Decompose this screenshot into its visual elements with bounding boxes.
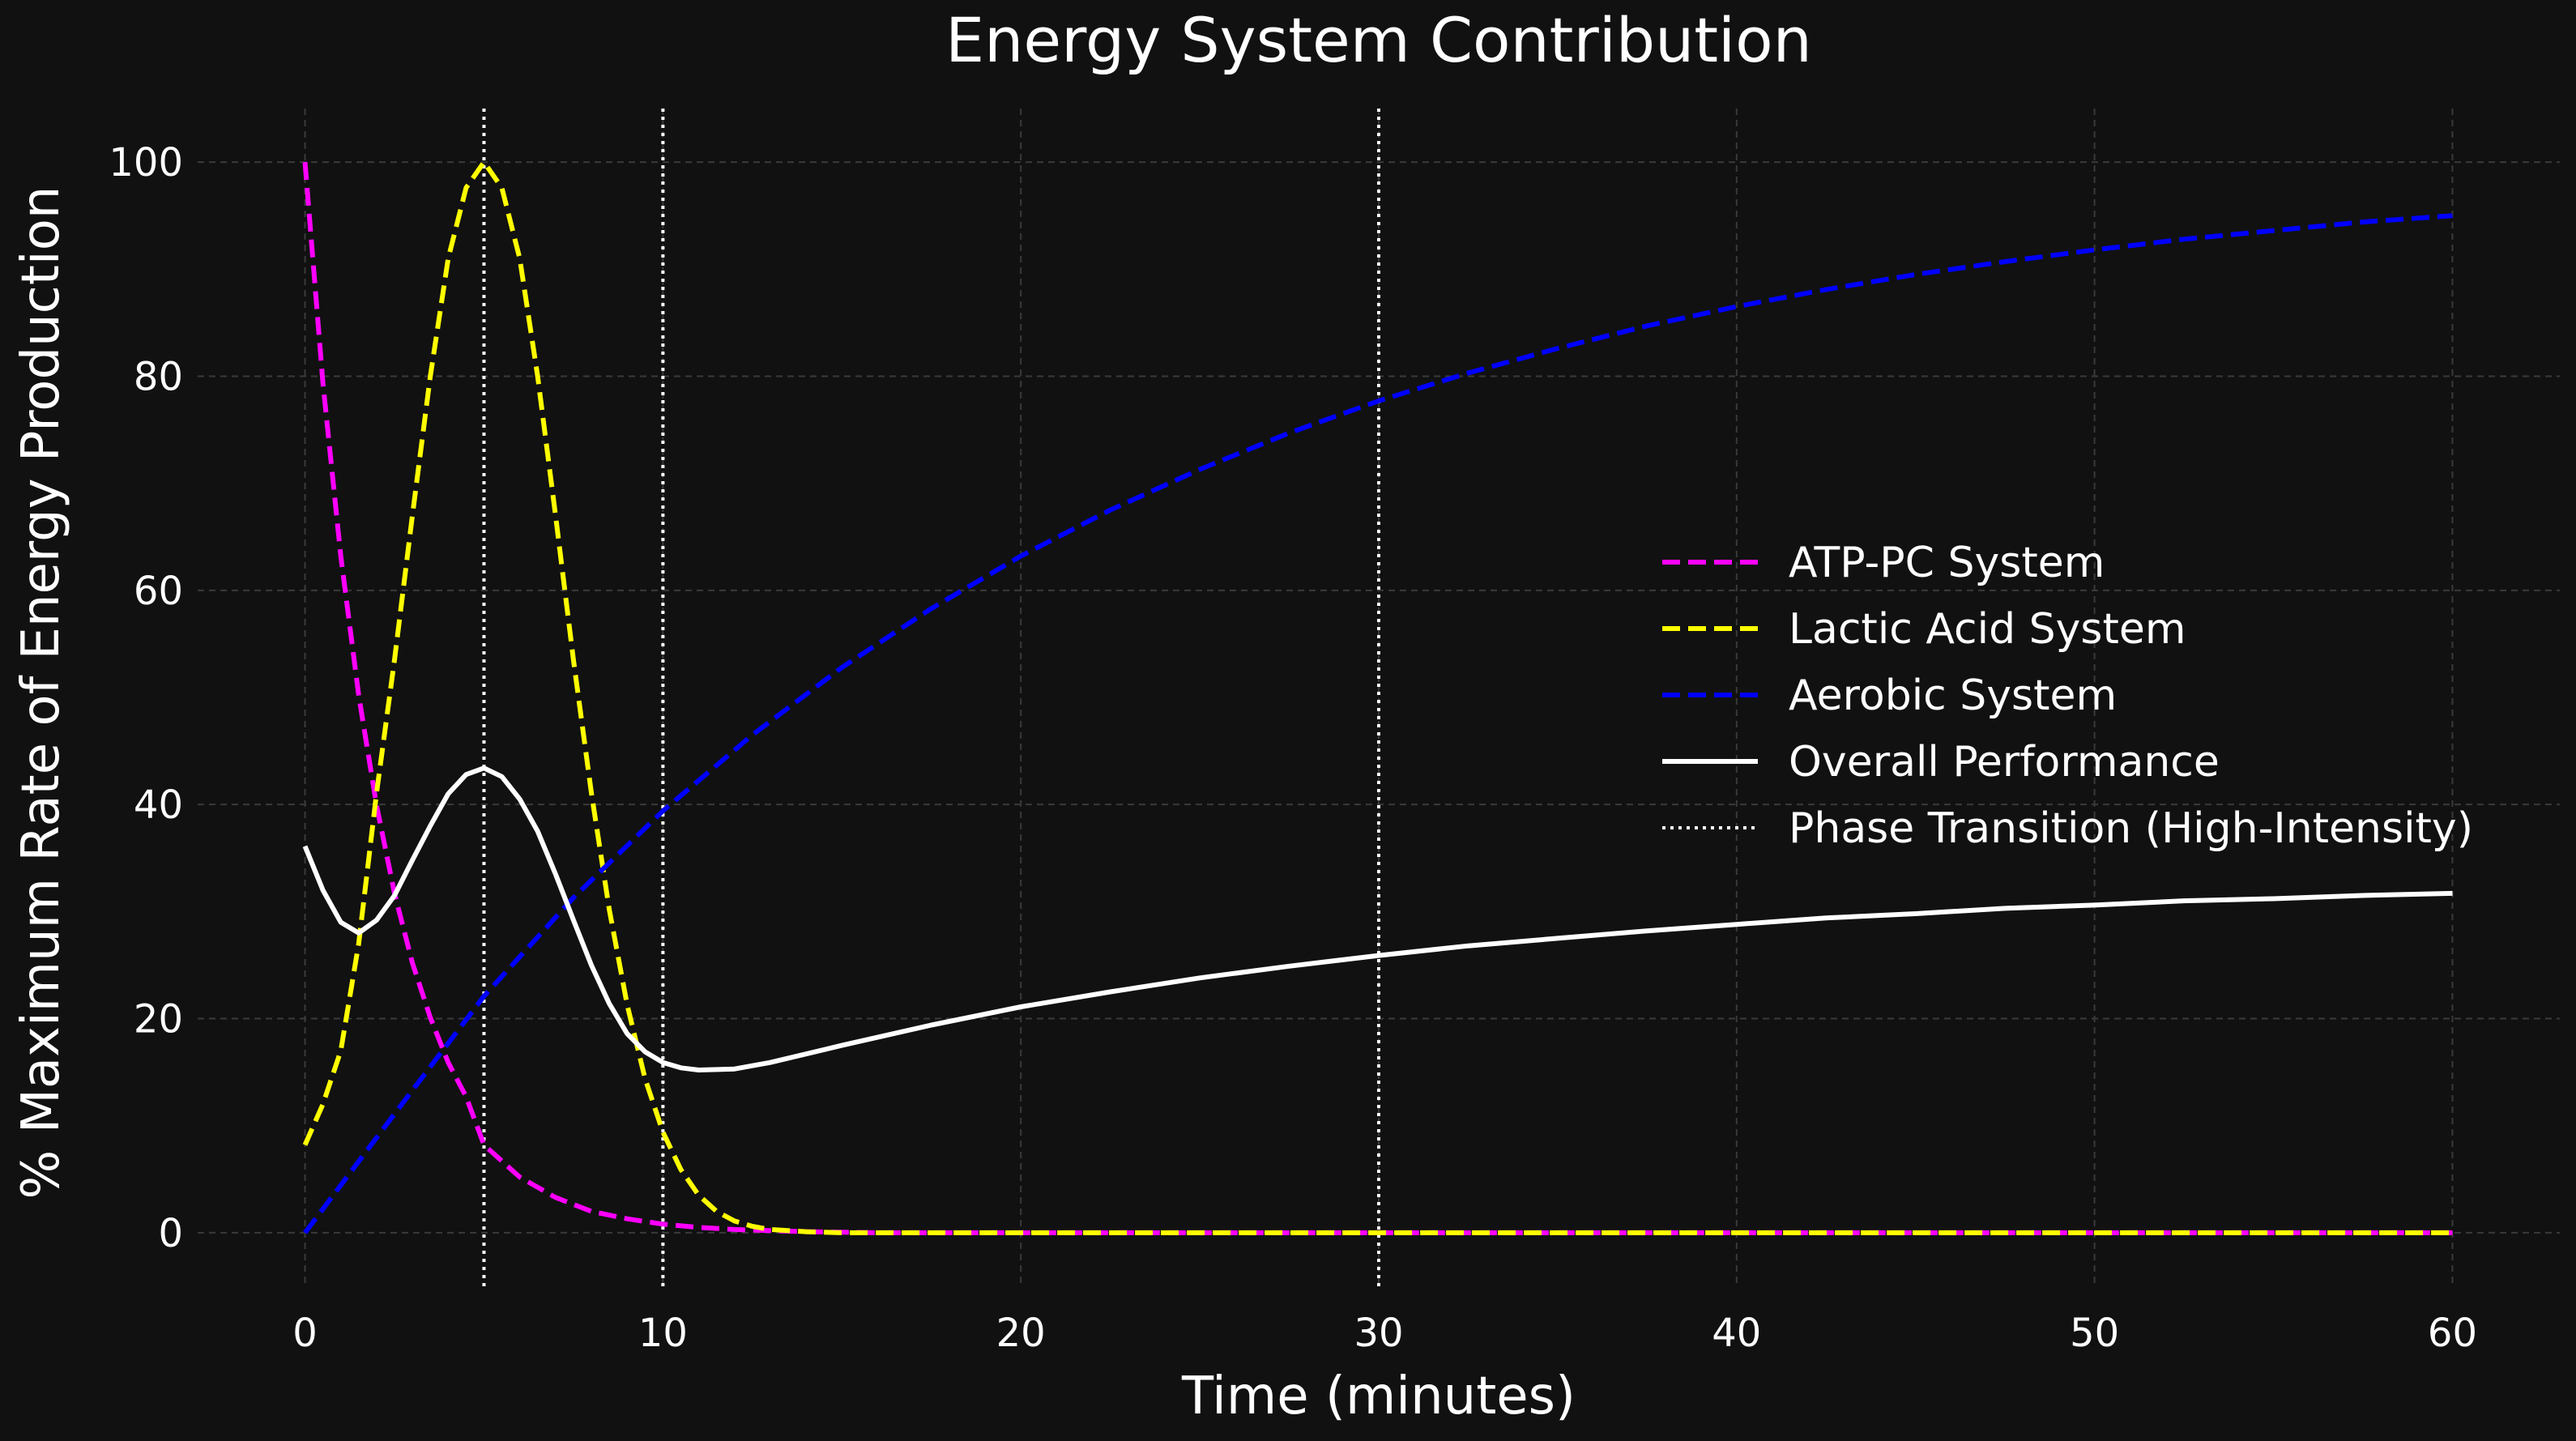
y-axis-ticks: 0 20 40 60 80 100 — [109, 140, 183, 1256]
y-tick-label-20: 20 — [134, 997, 183, 1042]
x-axis-title: Time (minutes) — [1181, 1366, 1576, 1426]
x-tick-label-10: 10 — [638, 1311, 688, 1356]
x-tick-label-60: 60 — [2428, 1311, 2477, 1356]
legend-label-3: Overall Performance — [1789, 738, 2220, 787]
x-tick-label-50: 50 — [2070, 1311, 2119, 1356]
legend-label-0: ATP-PC System — [1789, 539, 2105, 587]
y-tick-label-60: 60 — [134, 569, 183, 614]
y-tick-label-80: 80 — [134, 354, 183, 399]
x-tick-label-0: 0 — [292, 1311, 318, 1356]
series-line-1 — [302, 160, 2453, 1235]
y-tick-label-100: 100 — [109, 140, 183, 185]
chart-title: Energy System Contribution — [945, 4, 1812, 76]
x-tick-label-20: 20 — [996, 1311, 1046, 1356]
x-tick-label-30: 30 — [1354, 1311, 1403, 1356]
y-tick-label-40: 40 — [134, 782, 183, 828]
x-axis-ticks: 0 10 20 30 40 50 60 — [292, 1311, 2477, 1356]
legend-label-4: Phase Transition (High-Intensity) — [1789, 804, 2473, 853]
series-layer — [302, 160, 2453, 1235]
y-axis-title: % Maximum Rate of Energy Production — [11, 186, 71, 1200]
legend: ATP-PC System Lactic Acid System Aerobic S… — [1662, 539, 2473, 853]
legend-label-2: Aerobic System — [1789, 671, 2117, 720]
x-tick-label-40: 40 — [1712, 1311, 1761, 1356]
legend-label-1: Lactic Acid System — [1789, 605, 2186, 654]
series-line-3 — [302, 765, 2453, 1072]
phase-transition-lines — [482, 109, 1380, 1286]
y-tick-label-0: 0 — [158, 1211, 183, 1256]
series-line-2 — [303, 213, 2453, 1234]
